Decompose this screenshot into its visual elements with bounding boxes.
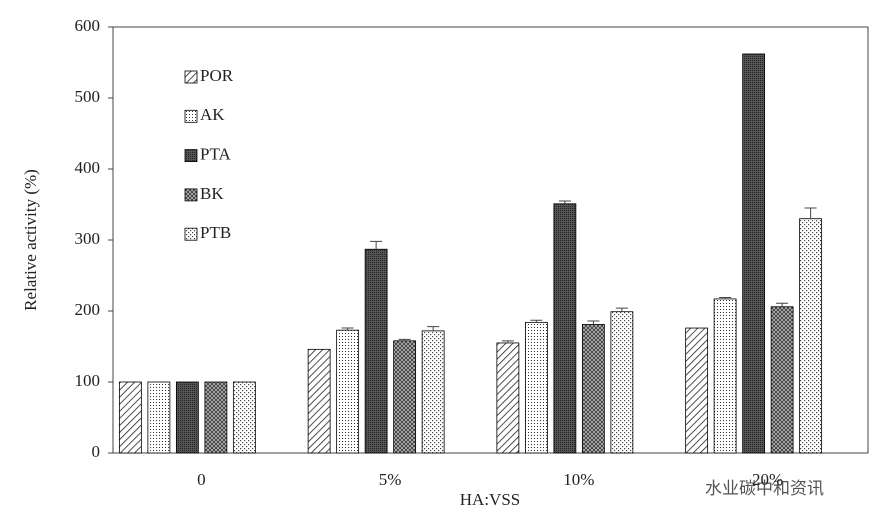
- bar: [232, 381, 256, 454]
- bar: [421, 330, 445, 454]
- x-tick-label: 5%: [379, 470, 402, 489]
- bar: [799, 218, 823, 454]
- error-bar: [427, 326, 440, 331]
- error-bar: [776, 302, 789, 307]
- x-tick-label: 0: [197, 470, 206, 489]
- bar: [204, 381, 228, 454]
- error-bar: [530, 319, 543, 323]
- legend-swatch: [184, 227, 198, 241]
- legend-label: AK: [200, 105, 225, 124]
- bar: [393, 340, 417, 454]
- legend-label: PTB: [200, 223, 231, 242]
- legend-swatch: [184, 70, 198, 84]
- y-axis-title: Relative activity (%): [21, 169, 40, 311]
- x-tick-label: 20%: [752, 470, 783, 489]
- bar: [742, 53, 766, 454]
- bar: [553, 203, 577, 454]
- error-bar: [558, 200, 571, 204]
- legend-swatch: [184, 109, 198, 123]
- legend-label: POR: [200, 66, 234, 85]
- bar: [610, 311, 634, 454]
- legend-label: PTA: [200, 145, 231, 164]
- error-bar: [370, 240, 383, 250]
- error-bar: [719, 297, 732, 299]
- bar: [770, 306, 794, 454]
- y-tick-label: 0: [92, 442, 101, 461]
- x-tick-label: 10%: [563, 470, 594, 489]
- legend-swatch: [184, 149, 198, 163]
- bar: [524, 321, 548, 454]
- bar: [118, 381, 142, 454]
- bar: [175, 381, 199, 454]
- y-tick-label: 300: [75, 229, 101, 248]
- error-bar: [804, 207, 817, 219]
- bar: [336, 329, 360, 454]
- bar: [364, 248, 388, 454]
- bar: [685, 327, 709, 454]
- bar: [713, 298, 737, 454]
- y-tick-label: 100: [75, 371, 101, 390]
- error-bar: [341, 327, 354, 331]
- bar: [307, 348, 331, 454]
- error-bar: [615, 307, 628, 312]
- error-bar: [398, 338, 411, 341]
- x-axis-title: HA:VSS: [460, 490, 520, 509]
- legend-label: BK: [200, 184, 224, 203]
- legend-swatch: [184, 188, 198, 202]
- y-tick-label: 600: [75, 16, 101, 35]
- y-tick-label: 400: [75, 158, 101, 177]
- bar: [147, 381, 171, 454]
- error-bar: [587, 320, 600, 325]
- bar: [496, 342, 520, 454]
- watermark: 水业碳中和资讯: [705, 479, 824, 499]
- bar: [581, 324, 605, 454]
- y-tick-label: 200: [75, 300, 101, 319]
- error-bar: [501, 340, 514, 343]
- y-tick-label: 500: [75, 87, 101, 106]
